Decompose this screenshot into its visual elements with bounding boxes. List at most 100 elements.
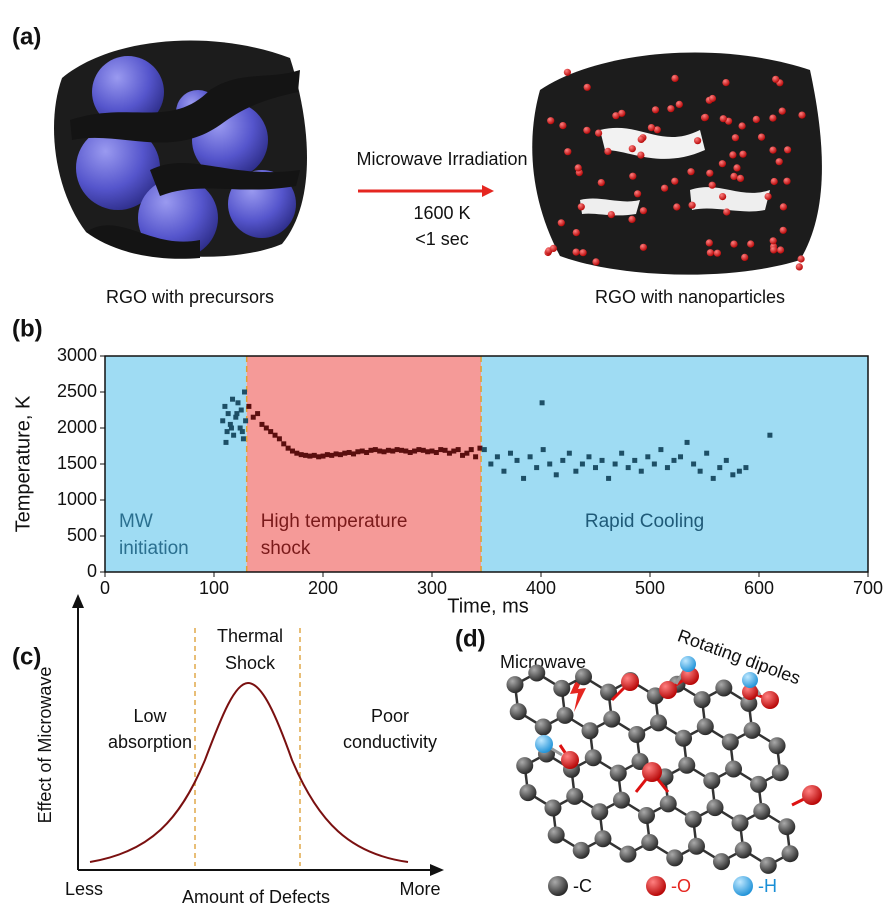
point [251,415,256,420]
region-label: shock [261,538,311,559]
point [355,449,360,454]
point [685,440,690,445]
legend-label: -H [758,876,777,896]
point [767,433,772,438]
point [334,451,339,456]
microwave-arrow [358,185,494,197]
point [456,447,461,452]
nanoparticle [671,178,678,185]
nanoparticle [719,193,726,200]
point [508,451,513,456]
nanoparticle [733,164,740,171]
y-tick-label: 1000 [57,489,97,509]
point [303,453,308,458]
temperature-text: 1600 K [413,203,470,223]
nanoparticle [780,227,787,234]
point [580,462,585,467]
point [316,454,321,459]
point [223,440,228,445]
x-tick-label: 100 [199,578,229,598]
nanoparticle [741,254,748,261]
panel-label: (c) [12,643,41,670]
nanoparticle [784,146,791,153]
carbon-atom [613,792,630,809]
point [255,411,260,416]
point [652,462,657,467]
point [290,449,295,454]
right-text: conductivity [343,732,437,752]
nanoparticle [765,193,772,200]
carbon-atom [675,730,692,747]
carbon-atom [732,814,749,831]
nanoparticle [737,175,744,182]
nanoparticle [583,127,590,134]
carbon-atom [778,818,795,835]
point [619,451,624,456]
point [325,452,330,457]
point [488,462,493,467]
carbon-atom [666,849,683,866]
point [711,476,716,481]
nanoparticle [720,115,727,122]
carbon-atom [650,714,667,731]
nanoparticle [592,258,599,265]
point [573,469,578,474]
point [447,451,452,456]
point [501,469,506,474]
panel-label: (a) [12,23,41,50]
nanoparticle [730,241,737,248]
carbon-atom [628,726,645,743]
nanoparticle [638,136,645,143]
point [671,458,676,463]
nanoparticle [758,134,765,141]
nanoparticle [564,69,571,76]
scatter-plot: MWinitiationHigh temperatureshockRapid C… [57,345,883,598]
point [373,447,378,452]
nanoparticle [706,170,713,177]
carbon-atom [703,772,720,789]
nanoparticle [722,79,729,86]
point [678,454,683,459]
left-text: absorption [108,732,192,752]
point [351,451,356,456]
nanoparticle [595,130,602,137]
point [477,446,482,451]
nanoparticle [702,114,709,121]
point [235,400,240,405]
y-tick-label: 2500 [57,381,97,401]
legend-swatch [548,876,568,896]
point [645,454,650,459]
nanoparticle [739,122,746,129]
point [403,449,408,454]
center-text: Thermal [217,626,283,646]
point [606,476,611,481]
point [268,429,273,434]
nanoparticle [689,202,696,209]
point [377,449,382,454]
point [321,454,326,459]
y-axis-label: Effect of Microwave [35,667,55,824]
nanoparticle [747,240,754,247]
x-tick-label: 300 [417,578,447,598]
nanoparticle [798,112,805,119]
point [230,397,235,402]
region-label: MW [119,511,153,532]
carbon-atom [585,749,602,766]
nanoparticle [714,250,721,257]
point [338,452,343,457]
nanoparticle [640,244,647,251]
carbon-atom [557,707,574,724]
point [724,458,729,463]
point [234,411,239,416]
point [307,454,312,459]
point [593,465,598,470]
nanoparticle [580,249,587,256]
carbon-atom [760,857,777,874]
figure: (a) Microwave Irradiation 1600 K <1 sec … [0,0,889,909]
carbon-atom [694,691,711,708]
point [395,447,400,452]
point [658,447,663,452]
point [451,449,456,454]
panel-label: (b) [12,315,43,342]
point [386,448,391,453]
